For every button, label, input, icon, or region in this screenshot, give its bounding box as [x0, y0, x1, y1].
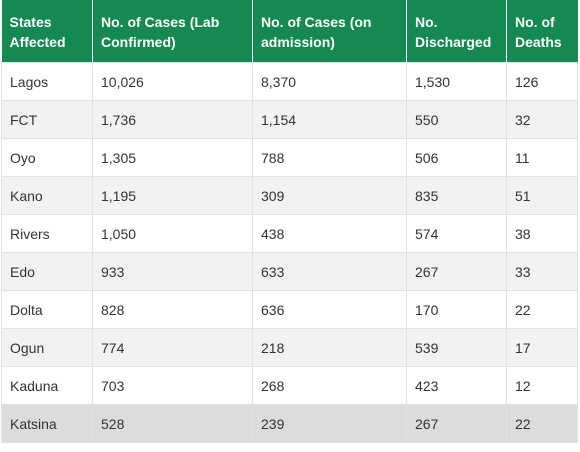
cell-on-admission: 633 — [252, 252, 407, 291]
cell-state: Lagos — [1, 62, 93, 101]
cell-on-admission: 438 — [252, 214, 407, 253]
cell-discharged: 170 — [406, 290, 507, 329]
cell-lab-confirmed: 703 — [92, 366, 253, 405]
table-row: Edo 933 633 267 33 — [1, 252, 578, 291]
cell-discharged: 574 — [406, 214, 507, 253]
header-deaths: No. of Deaths — [506, 0, 578, 63]
cell-discharged: 267 — [406, 252, 507, 291]
table-row: Kano 1,195 309 835 51 — [1, 176, 578, 215]
table-header: States Affected No. of Cases (Lab Confir… — [1, 0, 578, 63]
table-row: FCT 1,736 1,154 550 32 — [1, 100, 578, 139]
cell-discharged: 539 — [406, 328, 507, 367]
header-on-admission: No. of Cases (on admission) — [252, 0, 407, 63]
cell-state: Oyo — [1, 138, 93, 177]
cell-discharged: 835 — [406, 176, 507, 215]
cell-deaths: 51 — [506, 176, 578, 215]
table-row: Kaduna 703 268 423 12 — [1, 366, 578, 405]
cell-on-admission: 309 — [252, 176, 407, 215]
cell-discharged: 506 — [406, 138, 507, 177]
table-row: Rivers 1,050 438 574 38 — [1, 214, 578, 253]
cell-lab-confirmed: 828 — [92, 290, 253, 329]
cell-deaths: 22 — [506, 290, 578, 329]
cell-lab-confirmed: 10,026 — [92, 62, 253, 101]
cell-on-admission: 1,154 — [252, 100, 407, 139]
cell-lab-confirmed: 528 — [92, 404, 253, 443]
table-row: Ogun 774 218 539 17 — [1, 328, 578, 367]
cell-lab-confirmed: 1,736 — [92, 100, 253, 139]
cell-state: Ogun — [1, 328, 93, 367]
cell-discharged: 1,530 — [406, 62, 507, 101]
cell-state: Rivers — [1, 214, 93, 253]
cell-state: FCT — [1, 100, 93, 139]
cell-on-admission: 8,370 — [252, 62, 407, 101]
cell-deaths: 17 — [506, 328, 578, 367]
cell-state: Katsina — [1, 404, 93, 443]
cell-deaths: 11 — [506, 138, 578, 177]
header-row: States Affected No. of Cases (Lab Confir… — [1, 0, 578, 63]
cell-state: Dolta — [1, 290, 93, 329]
table-body: Lagos 10,026 8,370 1,530 126 FCT 1,736 1… — [1, 62, 578, 443]
table-row: Dolta 828 636 170 22 — [1, 290, 578, 329]
cell-on-admission: 239 — [252, 404, 407, 443]
cell-on-admission: 788 — [252, 138, 407, 177]
cell-deaths: 33 — [506, 252, 578, 291]
cell-state: Edo — [1, 252, 93, 291]
cell-lab-confirmed: 1,195 — [92, 176, 253, 215]
cell-state: Kano — [1, 176, 93, 215]
cell-deaths: 22 — [506, 404, 578, 443]
covid-cases-table: States Affected No. of Cases (Lab Confir… — [1, 0, 578, 443]
cell-deaths: 126 — [506, 62, 578, 101]
cell-on-admission: 218 — [252, 328, 407, 367]
cell-on-admission: 268 — [252, 366, 407, 405]
cell-deaths: 12 — [506, 366, 578, 405]
cell-lab-confirmed: 1,305 — [92, 138, 253, 177]
table-row: Lagos 10,026 8,370 1,530 126 — [1, 62, 578, 101]
cell-discharged: 423 — [406, 366, 507, 405]
cell-deaths: 38 — [506, 214, 578, 253]
cell-lab-confirmed: 774 — [92, 328, 253, 367]
cell-lab-confirmed: 933 — [92, 252, 253, 291]
table-row: Katsina 528 239 267 22 — [1, 404, 578, 443]
header-discharged: No. Discharged — [406, 0, 507, 63]
cell-deaths: 32 — [506, 100, 578, 139]
header-states-affected: States Affected — [1, 0, 93, 63]
cell-lab-confirmed: 1,050 — [92, 214, 253, 253]
header-lab-confirmed: No. of Cases (Lab Confirmed) — [92, 0, 253, 63]
cell-discharged: 550 — [406, 100, 507, 139]
table-row: Oyo 1,305 788 506 11 — [1, 138, 578, 177]
cell-state: Kaduna — [1, 366, 93, 405]
cell-discharged: 267 — [406, 404, 507, 443]
cell-on-admission: 636 — [252, 290, 407, 329]
